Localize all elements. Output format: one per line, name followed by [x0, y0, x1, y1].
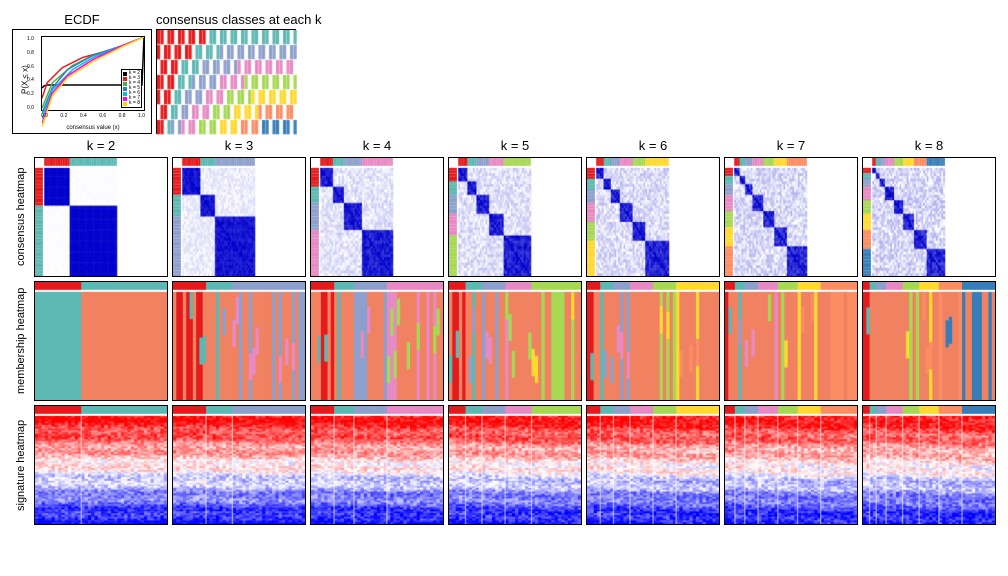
- corner-empty: [12, 138, 30, 153]
- membership-heatmap-k2: [34, 281, 168, 401]
- signature-heatmap-k8: [862, 405, 996, 525]
- ecdf-plot: k = 2k = 3k = 4k = 5k = 6k = 7k = 8: [41, 36, 145, 111]
- k-label-8: k = 8: [862, 138, 996, 153]
- k-label-5: k = 5: [448, 138, 582, 153]
- ecdf-yticks: 1.00.80.60.40.20.0: [27, 36, 34, 111]
- row-label-membership: membership heatmap: [12, 281, 30, 401]
- row-label-consensus: consensus heatmap: [12, 157, 30, 277]
- membership-heatmap-k3: [172, 281, 306, 401]
- ecdf-xticks: 0.00.20.40.60.81.0: [41, 113, 145, 119]
- consensus-classes-title: consensus classes at each k: [156, 12, 321, 27]
- main-grid: k = 2 k = 3 k = 4 k = 5 k = 6 k = 7 k = 8 conse…: [12, 138, 996, 525]
- membership-heatmap-k7: [724, 281, 858, 401]
- consensus-heatmap-k2: [34, 157, 168, 277]
- k-label-4: k = 4: [310, 138, 444, 153]
- consensus-heatmap-k4: [310, 157, 444, 277]
- signature-heatmap-k3: [172, 405, 306, 525]
- consensus-heatmap-k8: [862, 157, 996, 277]
- signature-heatmap-k2: [34, 405, 168, 525]
- k-label-3: k = 3: [172, 138, 306, 153]
- membership-heatmap-k4: [310, 281, 444, 401]
- k-label-6: k = 6: [586, 138, 720, 153]
- consensus-heatmap-k3: [172, 157, 306, 277]
- membership-heatmap-k5: [448, 281, 582, 401]
- signature-heatmap-k5: [448, 405, 582, 525]
- k-label-7: k = 7: [724, 138, 858, 153]
- ecdf-title: ECDF: [12, 12, 152, 27]
- consensus-heatmap-k5: [448, 157, 582, 277]
- signature-heatmap-k4: [310, 405, 444, 525]
- ecdf-legend: k = 2k = 3k = 4k = 5k = 6k = 7k = 8: [121, 69, 142, 108]
- signature-heatmap-k7: [724, 405, 858, 525]
- membership-heatmap-k6: [586, 281, 720, 401]
- k-label-2: k = 2: [34, 138, 168, 153]
- ecdf-panel: ECDF P(X ≤ x) 1.00.80.60.40.20.0 k = 2k …: [12, 12, 152, 134]
- consensus-classes-box: [156, 29, 296, 134]
- membership-heatmap-k8: [862, 281, 996, 401]
- signature-heatmap-k6: [586, 405, 720, 525]
- ecdf-xlabel: consensus value (x): [41, 125, 145, 131]
- consensus-heatmap-k6: [586, 157, 720, 277]
- row-label-signature: signature heatmap: [12, 405, 30, 525]
- consensus-classes-panel: consensus classes at each k: [156, 12, 321, 134]
- top-row: ECDF P(X ≤ x) 1.00.80.60.40.20.0 k = 2k …: [12, 12, 996, 134]
- consensus-heatmap-k7: [724, 157, 858, 277]
- ecdf-box: P(X ≤ x) 1.00.80.60.40.20.0 k = 2k = 3k …: [12, 29, 152, 134]
